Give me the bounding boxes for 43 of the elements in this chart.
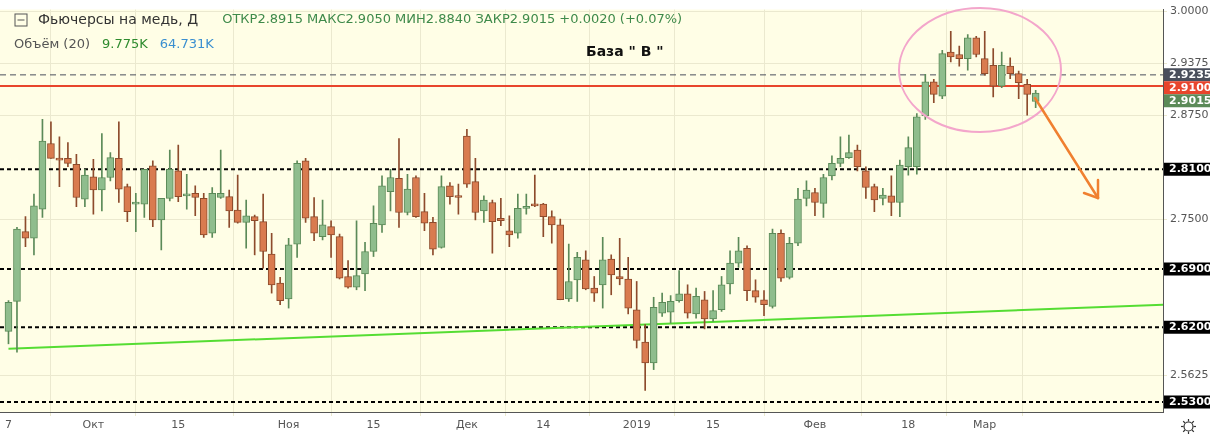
ref-line-label: 2.9100 xyxy=(1169,80,1211,94)
x-tick-label: 15 xyxy=(366,418,381,432)
annotation: Объём (20) xyxy=(14,36,91,52)
x-tick-label: 14 xyxy=(536,418,551,432)
ref-line-label: 2.6200 xyxy=(1169,320,1211,334)
candlestick xyxy=(879,188,887,206)
annotation: 9.775K xyxy=(102,36,149,52)
y-tick-label: 2.5625 xyxy=(1170,367,1209,381)
chart-subtitle: ОТКР2.8915 МАКС2.9050 МИН2.8840 ЗАКР2.9015 +0.0020 (+0.07%) xyxy=(222,11,683,27)
y-tick-label: 2.9375 xyxy=(1170,56,1209,70)
x-tick-label: 15 xyxy=(706,418,721,432)
x-tick-label: 2019 xyxy=(622,418,651,432)
candlestick xyxy=(675,270,683,303)
candlestick xyxy=(250,214,259,256)
x-tick-label: Фев xyxy=(803,418,827,432)
x-tick-label: Мар xyxy=(973,418,997,432)
text: 2.9015 xyxy=(1169,93,1211,107)
ref-line-label: 2.9235 xyxy=(1169,67,1211,81)
x-tick-label: Ноя xyxy=(277,418,300,432)
chart-title: Фьючерсы на медь, Д xyxy=(38,10,199,27)
candlestick xyxy=(760,290,768,316)
candlestick xyxy=(242,199,251,249)
x-tick-label: 7 xyxy=(4,418,12,432)
x-tick-label: 15 xyxy=(171,418,186,432)
candlestick xyxy=(530,174,539,207)
candlestick xyxy=(845,134,853,159)
ref-line-label: 2.6900 xyxy=(1169,261,1211,275)
ref-line-label: 2.5300 xyxy=(1169,394,1211,408)
y-tick-label: 3.0000 xyxy=(1170,4,1209,18)
candlestick xyxy=(98,133,106,212)
y-tick-label: 2.8750 xyxy=(1170,108,1209,122)
candlestick xyxy=(327,220,335,258)
annotation: База " В " xyxy=(586,42,664,59)
annotation: 64.731K xyxy=(159,36,215,52)
ref-line-label: 2.8100 xyxy=(1169,162,1211,176)
candlestick xyxy=(547,210,556,244)
candlestick xyxy=(191,185,200,217)
candlestick xyxy=(64,142,72,168)
x-tick-label: Дек xyxy=(455,418,479,432)
x-tick-label: 18 xyxy=(901,418,916,432)
x-tick-label: Окт xyxy=(82,418,105,432)
y-tick-label: 2.7500 xyxy=(1170,211,1209,225)
candlestick xyxy=(522,193,531,215)
